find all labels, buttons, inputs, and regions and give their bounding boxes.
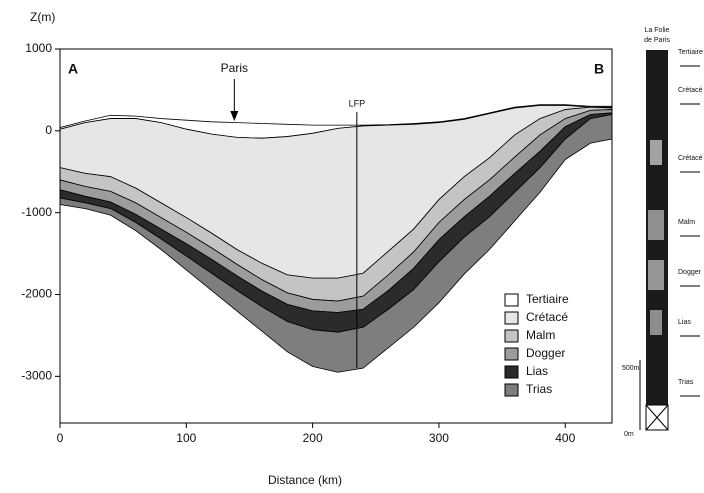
annotation: LFP	[349, 98, 366, 108]
annotation-arrowhead	[230, 111, 239, 121]
y-tick-label: -3000	[21, 369, 52, 383]
column-title: de Paris	[644, 37, 670, 44]
corner-label: A	[68, 61, 78, 77]
legend-label: Tertiaire	[526, 292, 569, 306]
column-label: Trias	[678, 379, 694, 386]
column-label: Lias	[678, 319, 691, 326]
y-tick-label: 0	[45, 123, 52, 137]
plot-frame	[59, 48, 613, 424]
column-texture	[650, 310, 662, 335]
legend-label: Malm	[526, 328, 555, 342]
annotation: Paris	[221, 61, 248, 75]
column-label: Tertiaire	[678, 49, 703, 56]
legend-label: Crétacé	[526, 310, 568, 324]
column-label: Malm	[678, 219, 695, 226]
column-scale-label: 500m	[622, 365, 640, 372]
legend-label: Dogger	[526, 346, 565, 360]
y-tick-label: -2000	[21, 287, 52, 301]
x-axis-label: Distance (km)	[268, 473, 342, 487]
x-tick-label: 100	[176, 431, 196, 445]
x-tick-label: 400	[555, 431, 575, 445]
legend-swatch	[504, 365, 519, 379]
legend-swatch	[504, 347, 519, 361]
column-cross	[645, 404, 669, 431]
column-texture	[648, 210, 664, 240]
legend-label: Trias	[526, 382, 552, 396]
column-scale-label: 0m	[624, 431, 634, 438]
y-tick-label: -1000	[21, 205, 52, 219]
column-label: Dogger	[678, 269, 702, 276]
column-label: Crétacé supérieur	[678, 87, 704, 94]
y-axis-label: Z(m)	[30, 10, 55, 24]
legend-swatch	[504, 293, 519, 307]
legend-swatch	[504, 383, 519, 397]
legend-label: Lias	[526, 364, 548, 378]
x-tick-label: 300	[429, 431, 449, 445]
column-texture	[650, 140, 662, 165]
x-tick-label: 200	[303, 431, 323, 445]
legend-swatch	[504, 329, 519, 343]
column-label: Crétacé supérieur	[678, 155, 704, 162]
column-texture	[648, 260, 664, 290]
strat-column: La Folie de Paris 500m 0m	[622, 27, 670, 438]
y-tick-label: 1000	[25, 41, 52, 55]
column-title: La Folie	[645, 27, 670, 34]
legend-swatch	[504, 311, 519, 325]
x-tick-label: 0	[57, 431, 64, 445]
corner-label: B	[594, 61, 604, 77]
